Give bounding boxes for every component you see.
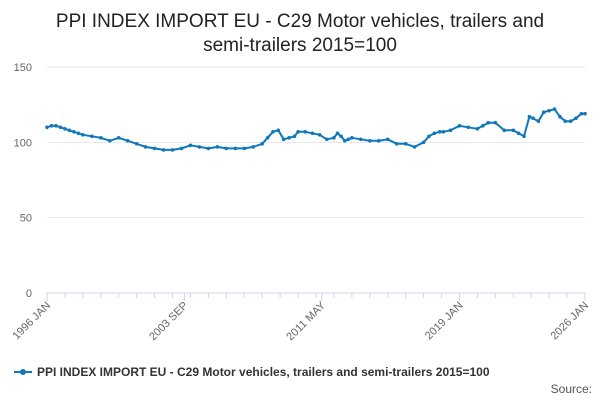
data-point[interactable] xyxy=(108,139,112,143)
data-point[interactable] xyxy=(342,139,347,143)
data-point[interactable] xyxy=(563,119,568,123)
data-point[interactable] xyxy=(54,124,58,128)
x-tick-label: 1996 JAN xyxy=(10,300,53,343)
data-point[interactable] xyxy=(76,131,81,136)
data-point[interactable] xyxy=(432,131,437,136)
data-point[interactable] xyxy=(134,142,139,146)
data-point[interactable] xyxy=(511,128,516,133)
data-point[interactable] xyxy=(457,124,462,128)
data-point[interactable] xyxy=(45,125,49,130)
data-point[interactable] xyxy=(579,111,584,116)
data-point[interactable] xyxy=(292,134,297,139)
x-tick-label: 2011 MAY xyxy=(284,299,328,343)
data-point[interactable] xyxy=(271,130,275,134)
data-point[interactable] xyxy=(179,146,184,151)
data-point[interactable] xyxy=(547,108,551,113)
data-point[interactable] xyxy=(233,146,238,151)
data-point[interactable] xyxy=(368,139,372,143)
data-point[interactable] xyxy=(437,130,442,134)
data-point[interactable] xyxy=(421,140,426,145)
data-point[interactable] xyxy=(441,130,446,134)
data-point[interactable] xyxy=(116,136,121,140)
data-point[interactable] xyxy=(481,124,485,128)
data-point[interactable] xyxy=(170,148,175,152)
y-tick-label-50: 50 xyxy=(20,213,32,225)
y-tick-label-150: 150 xyxy=(14,62,32,74)
data-point[interactable] xyxy=(527,114,532,119)
data-point[interactable] xyxy=(161,148,166,152)
data-point[interactable] xyxy=(287,136,291,140)
data-point[interactable] xyxy=(317,133,322,137)
data-point[interactable] xyxy=(377,139,381,143)
data-point[interactable] xyxy=(81,133,85,137)
data-point[interactable] xyxy=(339,134,343,139)
data-point[interactable] xyxy=(143,145,148,149)
x-tick-label: 2019 JAN xyxy=(423,300,466,343)
x-tick-label: 2003 SEP xyxy=(147,300,191,344)
chart-title-line-1: PPI INDEX IMPORT EU - C29 Motor vehicles… xyxy=(55,11,545,32)
data-point[interactable] xyxy=(335,131,340,136)
data-point[interactable] xyxy=(125,139,130,143)
data-point[interactable] xyxy=(296,130,300,134)
data-point[interactable] xyxy=(516,131,521,136)
data-point[interactable] xyxy=(536,119,541,123)
data-point[interactable] xyxy=(574,116,578,120)
y-tick-label-100: 100 xyxy=(14,137,32,149)
data-point[interactable] xyxy=(265,136,270,140)
data-point[interactable] xyxy=(152,146,157,151)
legend-label: PPI INDEX IMPORT EU - C29 Motor vehicles… xyxy=(37,365,490,379)
legend[interactable]: PPI INDEX IMPORT EU - C29 Motor vehicles… xyxy=(14,365,490,379)
x-tick-label: 2026 JAN xyxy=(548,300,591,343)
data-point[interactable] xyxy=(522,134,526,139)
y-tick-label-0: 0 xyxy=(26,288,32,300)
data-point[interactable] xyxy=(281,137,286,142)
data-point[interactable] xyxy=(325,137,329,142)
data-point[interactable] xyxy=(303,130,308,134)
data-point[interactable] xyxy=(224,146,229,151)
data-point[interactable] xyxy=(332,136,336,140)
data-point[interactable] xyxy=(58,125,63,130)
data-point[interactable] xyxy=(276,128,281,133)
data-point[interactable] xyxy=(583,111,587,116)
data-point[interactable] xyxy=(251,145,255,149)
data-point[interactable] xyxy=(427,134,431,139)
data-point[interactable] xyxy=(475,127,480,131)
legend-swatch-icon xyxy=(14,367,32,377)
data-point[interactable] xyxy=(310,131,315,136)
data-point[interactable] xyxy=(72,130,76,134)
source-label: Source: xyxy=(550,382,592,396)
data-point[interactable] xyxy=(346,137,351,142)
data-point[interactable] xyxy=(350,136,354,140)
data-point[interactable] xyxy=(63,127,67,131)
data-point[interactable] xyxy=(403,142,408,146)
data-point[interactable] xyxy=(394,142,399,146)
data-point[interactable] xyxy=(486,120,491,125)
data-point[interactable] xyxy=(466,125,471,130)
data-point[interactable] xyxy=(49,124,54,128)
data-point[interactable] xyxy=(493,120,498,125)
data-point[interactable] xyxy=(99,136,103,140)
data-point[interactable] xyxy=(242,146,247,151)
data-point[interactable] xyxy=(558,114,562,119)
data-point[interactable] xyxy=(260,142,265,146)
data-point[interactable] xyxy=(197,145,202,149)
data-point[interactable] xyxy=(206,146,211,151)
data-point[interactable] xyxy=(412,145,417,149)
data-point[interactable] xyxy=(542,110,546,114)
data-point[interactable] xyxy=(552,107,557,111)
data-point[interactable] xyxy=(359,137,363,142)
chart-title: PPI INDEX IMPORT EU - C29 Motor vehicles… xyxy=(0,10,600,58)
data-point[interactable] xyxy=(188,143,193,148)
data-point[interactable] xyxy=(215,145,220,149)
data-point[interactable] xyxy=(448,128,453,133)
chart-title-line-2: semi-trailers 2015=100 xyxy=(203,35,397,56)
data-point[interactable] xyxy=(385,137,390,142)
data-point[interactable] xyxy=(568,119,573,123)
data-point[interactable] xyxy=(90,134,94,139)
data-point[interactable] xyxy=(502,128,507,133)
data-point[interactable] xyxy=(531,116,535,120)
data-point[interactable] xyxy=(67,128,72,133)
